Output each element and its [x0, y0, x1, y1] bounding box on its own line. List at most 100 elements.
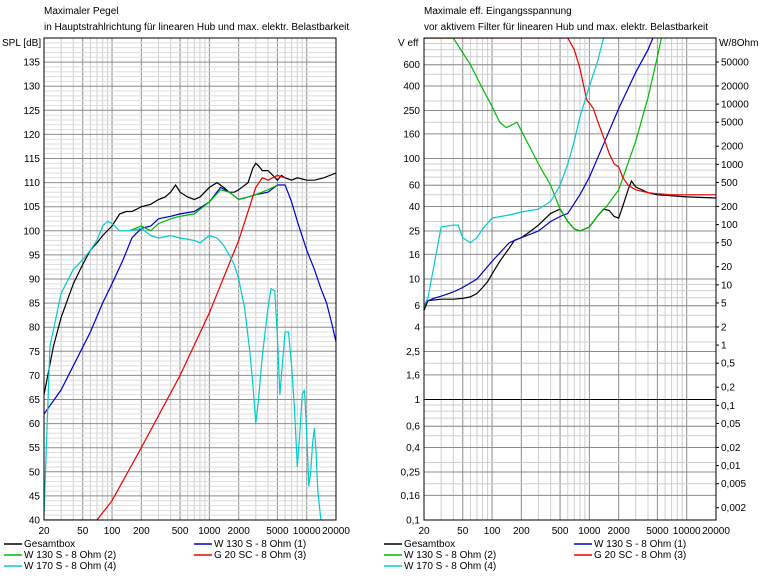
- y-tick-label: 60: [29, 419, 41, 430]
- y-tick-label: 85: [29, 299, 41, 310]
- y-tick-label: 120: [23, 130, 40, 141]
- x-tick-label: 50: [77, 526, 89, 537]
- y-tick-label: 45: [29, 491, 41, 502]
- legend-entry: W 170 S - 8 Ohm (4): [24, 561, 116, 572]
- x-tick-label: 2000: [608, 526, 631, 537]
- legend-entry: W 170 S - 8 Ohm (4): [404, 561, 496, 572]
- chart2-grid: [424, 38, 716, 520]
- y2-tick-label: 0,02: [721, 443, 741, 454]
- y-tick-label: 125: [23, 106, 40, 117]
- y-tick-label: 75: [29, 347, 41, 358]
- y-tick-label: 1: [414, 395, 420, 406]
- x-tick-label: 50: [457, 526, 469, 537]
- series-line-2: [44, 184, 336, 415]
- y-tick-label: 105: [23, 202, 40, 213]
- chart1-y-ticks: 40 45 50 55 60 65 70 75 80 85 90 95 100 105 110 115 120 1…: [23, 58, 40, 527]
- y-tick-label: 70: [29, 371, 41, 382]
- y2-tick-label: 0,2: [721, 383, 735, 394]
- y-tick-label: 1,6: [406, 370, 420, 381]
- y-tick-label: 135: [23, 58, 40, 69]
- y2-tick-label: 100: [721, 220, 738, 231]
- x-tick-label: 10000: [673, 526, 701, 537]
- y2-tick-label: 500: [721, 178, 738, 189]
- y2-tick-label: 50: [721, 238, 733, 249]
- x-tick-label: 5000: [646, 526, 669, 537]
- x-tick-label: 200: [513, 526, 530, 537]
- chart1-series: [44, 162, 336, 520]
- y-tick-label: 10: [409, 275, 421, 286]
- x-tick-label: 20000: [322, 526, 350, 537]
- series-line-5: [44, 220, 322, 520]
- y-tick-label: 0,16: [401, 491, 421, 502]
- legend-entry: Gesamtbox: [24, 539, 75, 550]
- chart2-series: [424, 38, 716, 311]
- y2-tick-label: 1000: [721, 160, 744, 171]
- x-tick-label: 100: [484, 526, 501, 537]
- y-tick-label: 90: [29, 275, 41, 286]
- y-tick-label: 0,6: [406, 422, 420, 433]
- chart2-y-ticks: 0,1 0,16 0,25 0,4 0,6 1 1,6 2,5 4 6 10 16 25 40 60 100 1…: [401, 60, 421, 526]
- y2-tick-label: 0,01: [721, 461, 741, 472]
- y-tick-label: 4: [414, 322, 420, 333]
- y2-tick-label: 5: [721, 298, 727, 309]
- x-tick-label: 500: [552, 526, 569, 537]
- y-tick-label: 16: [409, 250, 421, 261]
- x-tick-label: 100: [104, 526, 121, 537]
- x-tick-label: 2000: [228, 526, 251, 537]
- y-tick-label: 50: [29, 467, 41, 478]
- y-tick-label: 600: [403, 60, 420, 71]
- legend-entry: W 130 S - 8 Ohm (2): [404, 550, 496, 561]
- chart1-y-axis-label: SPL [dB]: [2, 38, 41, 49]
- series-line-4: [424, 38, 716, 196]
- chart1-frame: [43, 37, 337, 521]
- y2-tick-label: 0,5: [721, 359, 735, 370]
- chart2-y2-ticks: 0,002 0,005 0,01 0,02 0,05 0,1 0,2 0,5 1 2 5 10 20 50…: [716, 57, 749, 514]
- x-tick-label: 200: [133, 526, 150, 537]
- chart1-title: Maximaler Pegel: [44, 6, 118, 17]
- y-tick-label: 55: [29, 443, 41, 454]
- y-tick-label: 100: [403, 154, 420, 165]
- y-tick-label: 80: [29, 323, 41, 334]
- chart2-title: Maximale eff. Eingangsspannung: [424, 6, 572, 17]
- legend-entry: G 20 SC - 8 Ohm (3): [214, 550, 306, 561]
- y2-tick-label: 10: [721, 280, 733, 291]
- chart2-legend: Gesamtbox W 130 S - 8 Ohm (1) W 130 S - 8 …: [384, 539, 686, 572]
- y-tick-label: 250: [403, 106, 420, 117]
- x-tick-label: 5000: [266, 526, 289, 537]
- y-tick-label: 60: [409, 181, 421, 192]
- legend-entry: Gesamtbox: [404, 539, 455, 550]
- y2-tick-label: 0,005: [721, 479, 746, 490]
- y-tick-label: 0,1: [406, 516, 420, 527]
- x-tick-label: 1000: [198, 526, 221, 537]
- y2-tick-label: 20: [721, 262, 733, 273]
- y2-tick-label: 0,1: [721, 401, 735, 412]
- max-input-voltage-chart: Maximale eff. Eingangsspannung vor aktiv…: [384, 6, 758, 572]
- y-tick-label: 130: [23, 82, 40, 93]
- y-tick-label: 25: [409, 227, 421, 238]
- x-tick-label: 10000: [293, 526, 321, 537]
- chart2-y2-axis-label: W/8Ohm: [719, 38, 758, 49]
- chart1-legend: Gesamtbox W 130 S - 8 Ohm (1) W 130 S - 8 …: [4, 539, 306, 572]
- y-tick-label: 115: [24, 154, 40, 165]
- legend-entry: W 130 S - 8 Ohm (2): [24, 550, 116, 561]
- series-line-5: [424, 38, 605, 306]
- y2-tick-label: 0,002: [721, 503, 746, 514]
- series-line-2: [424, 38, 654, 307]
- x-tick-label: 20000: [702, 526, 730, 537]
- y2-tick-label: 10000: [721, 100, 749, 111]
- y2-tick-label: 2000: [721, 142, 744, 153]
- y2-tick-label: 50000: [721, 57, 749, 68]
- x-tick-label: 500: [172, 526, 189, 537]
- y-tick-label: 160: [403, 129, 420, 140]
- chart2-x-ticks: 20 50 100 200 500 1000 2000 5000 10000 20000: [418, 526, 730, 537]
- chart2-frame: [423, 37, 717, 521]
- chart2-y-axis-label: V eff: [398, 38, 419, 49]
- y-tick-label: 40: [409, 202, 421, 213]
- y-tick-label: 100: [23, 226, 40, 237]
- y-tick-label: 400: [403, 81, 420, 92]
- chart1-x-ticks: 20 50 100 200 500 1000 2000 5000 10000 20000: [38, 526, 350, 537]
- y2-tick-label: 0,05: [721, 419, 741, 430]
- y-tick-label: 6: [414, 301, 420, 312]
- y2-tick-label: 200: [721, 202, 738, 213]
